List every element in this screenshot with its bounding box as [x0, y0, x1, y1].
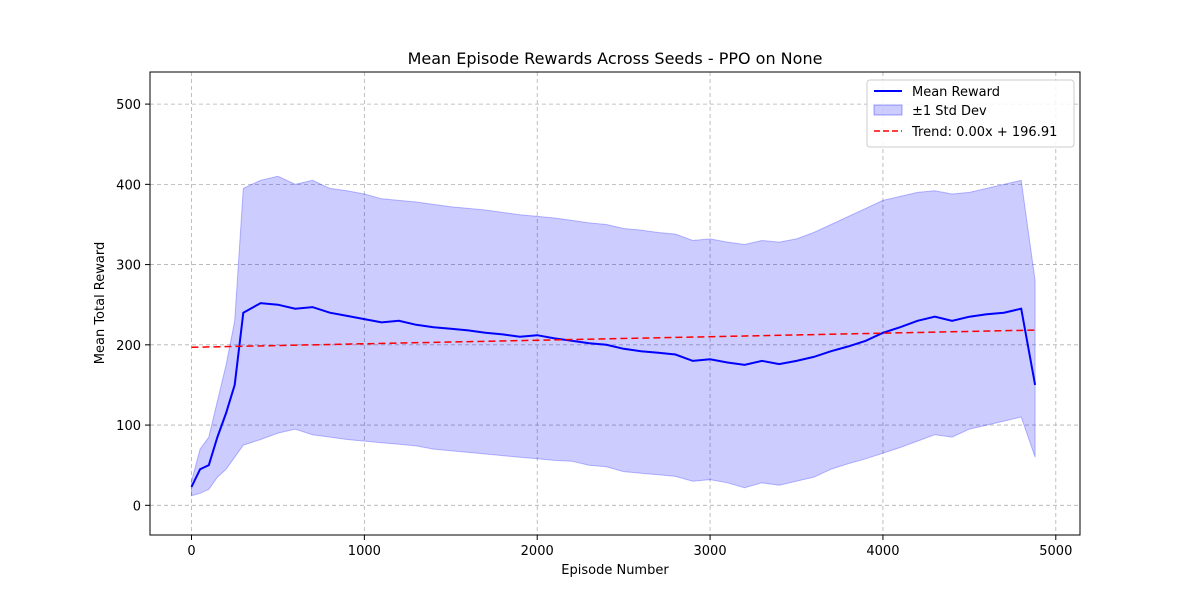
legend-trend-label: Trend: 0.00x + 196.91	[911, 125, 1057, 140]
x-tick-label: 0	[187, 544, 195, 559]
std-band-layer	[191, 175, 1036, 497]
tick-layer: 0 1000 2000 3000 4000 5000 0 100 200 300 400 500	[116, 98, 1072, 559]
legend-mean-label: Mean Reward	[912, 85, 1000, 100]
y-tick-label: 100	[116, 419, 141, 434]
y-tick-label: 200	[116, 339, 141, 354]
x-axis-label: Episode Number	[561, 563, 669, 578]
trend-line	[191, 329, 1036, 349]
grid-layer	[150, 72, 1080, 535]
x-tick-label: 4000	[866, 544, 899, 559]
legend-frame	[866, 79, 1075, 148]
legend-std-swatch	[873, 104, 903, 116]
x-tick-label: 5000	[1039, 544, 1072, 559]
y-tick-label: 300	[116, 259, 141, 274]
std-band	[191, 175, 1036, 497]
plot-frame	[149, 71, 1081, 536]
x-tick-label: 3000	[694, 544, 727, 559]
mean-reward-line	[190, 302, 1037, 488]
chart-title: Mean Episode Rewards Across Seeds - PPO …	[408, 49, 823, 68]
y-tick-label: 400	[116, 178, 141, 193]
legend: Mean Reward ±1 Std Dev Trend: 0.00x + 19…	[866, 79, 1075, 148]
series-layer	[190, 302, 1037, 488]
y-tick-label: 0	[133, 499, 141, 514]
legend-std-label: ±1 Std Dev	[912, 104, 987, 119]
x-tick-label: 1000	[348, 544, 381, 559]
y-tick-label: 500	[116, 98, 141, 113]
x-tick-label: 2000	[521, 544, 554, 559]
y-axis-label: Mean Total Reward	[93, 242, 108, 364]
